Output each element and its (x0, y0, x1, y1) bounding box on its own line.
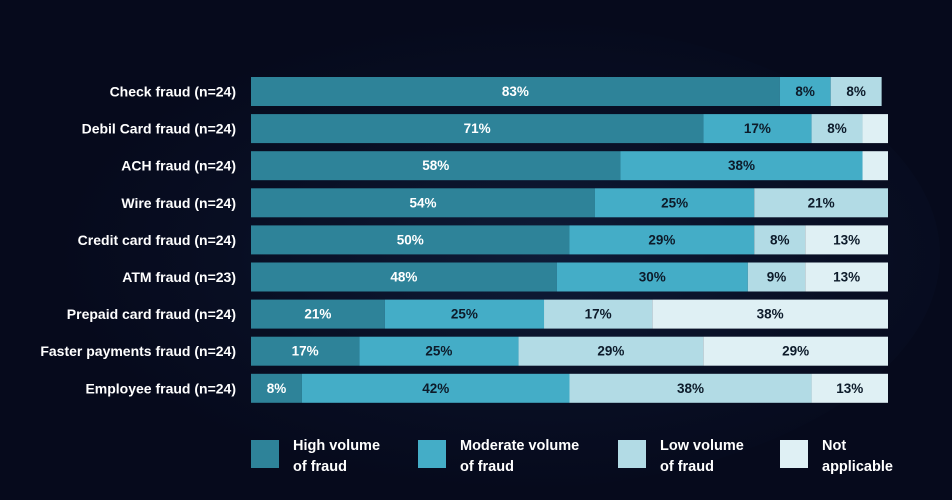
bar-segment (594, 188, 755, 218)
data-label: 48% (390, 270, 417, 285)
data-label: 38% (677, 381, 704, 396)
bar-segment (569, 225, 755, 255)
data-label: 25% (451, 307, 478, 322)
legend-swatch (251, 440, 279, 468)
bar-segment (544, 299, 653, 329)
data-label: 54% (409, 195, 436, 210)
data-label: 8% (827, 121, 847, 136)
bar-segment (251, 262, 557, 292)
data-label: 21% (808, 195, 835, 210)
bar-segment (251, 299, 385, 329)
bar-segment (518, 336, 704, 366)
legend-label: High volume of fraud (293, 438, 381, 475)
data-label: 25% (661, 195, 688, 210)
bar-segment (251, 151, 621, 181)
category-label: ACH fraud (n=24) (121, 158, 236, 174)
category-label: Prepaid card fraud (n=24) (67, 306, 236, 322)
data-label: 9% (767, 270, 787, 285)
bar-segment (862, 151, 888, 181)
stacked-bar-chart: Check fraud (n=24) 83% 8% 8% Debil Card frau… (40, 77, 888, 403)
data-label: 38% (728, 158, 755, 173)
legend-swatch (618, 440, 646, 468)
data-label: 13% (833, 270, 860, 285)
data-label: 83% (502, 84, 529, 99)
data-label: 30% (639, 270, 666, 285)
bar-segment (862, 114, 888, 144)
category-label: Employee fraud (n=24) (85, 380, 236, 396)
data-label: 21% (304, 307, 331, 322)
data-label: 58% (422, 158, 449, 173)
legend-swatch (780, 440, 808, 468)
category-label: Wire fraud (n=24) (121, 195, 236, 211)
bar-segment (805, 262, 888, 292)
data-label: 29% (597, 344, 624, 359)
bar-segment (251, 225, 570, 255)
bar-segment (652, 299, 888, 329)
bar-segment (251, 373, 302, 403)
category-label: ATM fraud (n=23) (122, 269, 236, 285)
category-label: Credit card fraud (n=24) (78, 232, 236, 248)
data-label: 8% (770, 232, 790, 247)
bar-segment (811, 114, 863, 144)
bar-segment (703, 336, 888, 366)
bar-segment (251, 336, 360, 366)
legend-label: Not applicable (822, 438, 893, 475)
data-label: 8% (846, 84, 866, 99)
bar-segment (779, 77, 831, 106)
data-label: 17% (744, 121, 771, 136)
data-label: 29% (648, 232, 675, 247)
bar-segment (251, 77, 780, 106)
bar-segment (620, 151, 863, 181)
data-label: 29% (782, 344, 809, 359)
data-label: 17% (292, 344, 319, 359)
bar-segment (359, 336, 519, 366)
bar-segment (569, 373, 812, 403)
category-label: Check fraud (n=24) (110, 84, 236, 100)
data-label: 17% (585, 307, 612, 322)
data-label: 25% (425, 344, 452, 359)
bar-segment (747, 262, 806, 292)
bar-segment (754, 188, 888, 218)
data-label: 8% (795, 84, 815, 99)
category-label: Faster payments fraud (n=24) (40, 343, 236, 359)
bar-segment (830, 77, 882, 106)
data-label: 38% (757, 307, 784, 322)
legend-label: Low volume of fraud (660, 438, 744, 475)
data-label: 13% (833, 232, 860, 247)
bar-segment (754, 225, 806, 255)
data-label: 8% (267, 381, 287, 396)
bar-segment (301, 373, 570, 403)
bar-segment (811, 373, 888, 403)
bar-segment (251, 114, 704, 144)
bar-segment (805, 225, 888, 255)
legend-swatch (418, 440, 446, 468)
legend-label: Moderate volume of fraud (460, 438, 580, 475)
data-label: 50% (397, 232, 424, 247)
data-label: 71% (464, 121, 491, 136)
bar-segment (556, 262, 748, 292)
data-label: 42% (422, 381, 449, 396)
category-label: Debil Card fraud (n=24) (82, 121, 236, 137)
bar-segment (251, 188, 595, 218)
chart-legend: High volume of fraud Moderate volume of f… (0, 436, 952, 492)
data-label: 13% (836, 381, 863, 396)
bar-segment (703, 114, 812, 144)
bar-segment (384, 299, 545, 329)
